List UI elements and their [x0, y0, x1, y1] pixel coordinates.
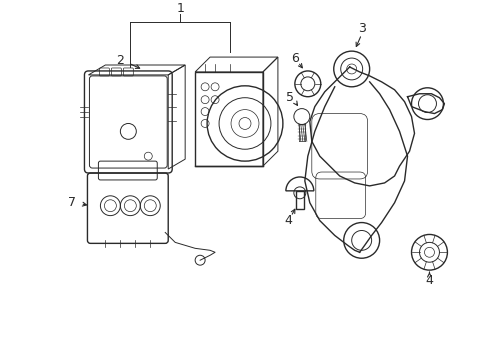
Text: 4: 4: [284, 214, 291, 227]
Bar: [195, 72, 263, 166]
Bar: [295, 191, 303, 209]
Text: 6: 6: [290, 51, 298, 64]
Text: 3: 3: [357, 22, 365, 35]
Text: 7: 7: [68, 196, 76, 209]
Text: 5: 5: [285, 91, 293, 104]
Text: 2: 2: [116, 54, 124, 67]
Text: 4: 4: [425, 274, 432, 287]
Text: 1: 1: [176, 2, 184, 15]
